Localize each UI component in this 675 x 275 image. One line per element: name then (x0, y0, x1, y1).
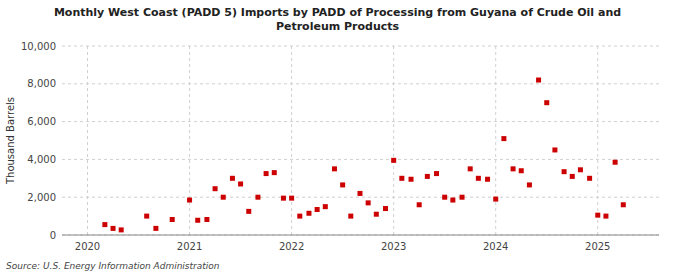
x-tick-label: 2021 (177, 241, 202, 252)
y-grid-line (62, 83, 659, 84)
point (366, 200, 371, 205)
point (187, 198, 192, 203)
y-tick-label: 0 (50, 230, 56, 241)
point (613, 160, 618, 165)
point (195, 218, 200, 223)
x-grid-line (87, 46, 88, 235)
point (306, 211, 311, 216)
point (340, 182, 345, 187)
point (476, 176, 481, 181)
chart: Monthly West Coast (PADD 5) Imports by P… (0, 0, 675, 275)
grid (62, 46, 659, 235)
x-tick-label: 2022 (279, 241, 304, 252)
point (272, 170, 277, 175)
point (425, 174, 430, 179)
points (102, 78, 625, 233)
y-grid-line (62, 197, 659, 198)
point (621, 202, 626, 207)
point (144, 214, 149, 219)
point (230, 176, 235, 181)
point (374, 212, 379, 217)
x-grid-line (495, 46, 496, 235)
point (255, 195, 260, 200)
y-grid-line (62, 121, 659, 122)
point (153, 226, 158, 231)
point (493, 197, 498, 202)
point (383, 206, 388, 211)
point (297, 214, 302, 219)
point (595, 213, 600, 218)
title: Monthly West Coast (PADD 5) Imports by P… (54, 6, 621, 33)
point (536, 78, 541, 83)
point (562, 169, 567, 174)
y-tick-label: 2,000 (27, 192, 56, 203)
point (485, 177, 490, 182)
point (111, 226, 116, 231)
point (501, 136, 506, 141)
point (399, 176, 404, 181)
point (603, 214, 608, 219)
y-grid-line (62, 46, 659, 47)
point (348, 214, 353, 219)
point (204, 217, 209, 222)
x-tick-label: 2025 (585, 241, 610, 252)
point (519, 168, 524, 173)
point (119, 227, 124, 232)
x-grid-line (291, 46, 292, 235)
point (213, 186, 218, 191)
point (587, 176, 592, 181)
x-grid-line (597, 46, 598, 235)
point (323, 204, 328, 209)
source: Source: U.S. Energy Information Administ… (6, 261, 220, 271)
y-tick-label: 10,000 (21, 41, 56, 52)
x-grid-line (393, 46, 394, 235)
point (417, 202, 422, 207)
title-line: Monthly West Coast (PADD 5) Imports by P… (54, 6, 621, 19)
y-grid-line (62, 159, 659, 160)
x-grid-line (189, 46, 190, 235)
background (0, 0, 675, 275)
point (357, 191, 362, 196)
point (527, 182, 532, 187)
point (409, 177, 414, 182)
y-tick-label: 6,000 (27, 116, 56, 127)
point (221, 195, 226, 200)
y-axis-label: Thousand Barrels (5, 97, 16, 185)
point (552, 147, 557, 152)
point (450, 198, 455, 203)
point (102, 222, 107, 227)
point (246, 209, 251, 214)
point (578, 167, 583, 172)
y-tick-label: 8,000 (27, 78, 56, 89)
x-tick-label: 2023 (381, 241, 406, 252)
point (468, 166, 473, 171)
y-grid-line (62, 235, 659, 236)
point (391, 158, 396, 163)
point (434, 171, 439, 176)
point (289, 196, 294, 201)
y-tick-label: 4,000 (27, 154, 56, 165)
point (281, 196, 286, 201)
point (460, 195, 465, 200)
title-line: Petroleum Products (276, 20, 400, 33)
point (170, 217, 175, 222)
x-tick-label: 2020 (75, 241, 100, 252)
point (511, 166, 516, 171)
point (264, 171, 269, 176)
point (442, 195, 447, 200)
point (544, 100, 549, 105)
x-axis-line (62, 235, 659, 236)
point (315, 207, 320, 212)
point (238, 181, 243, 186)
point (332, 166, 337, 171)
x-tick-label: 2024 (483, 241, 508, 252)
point (570, 174, 575, 179)
